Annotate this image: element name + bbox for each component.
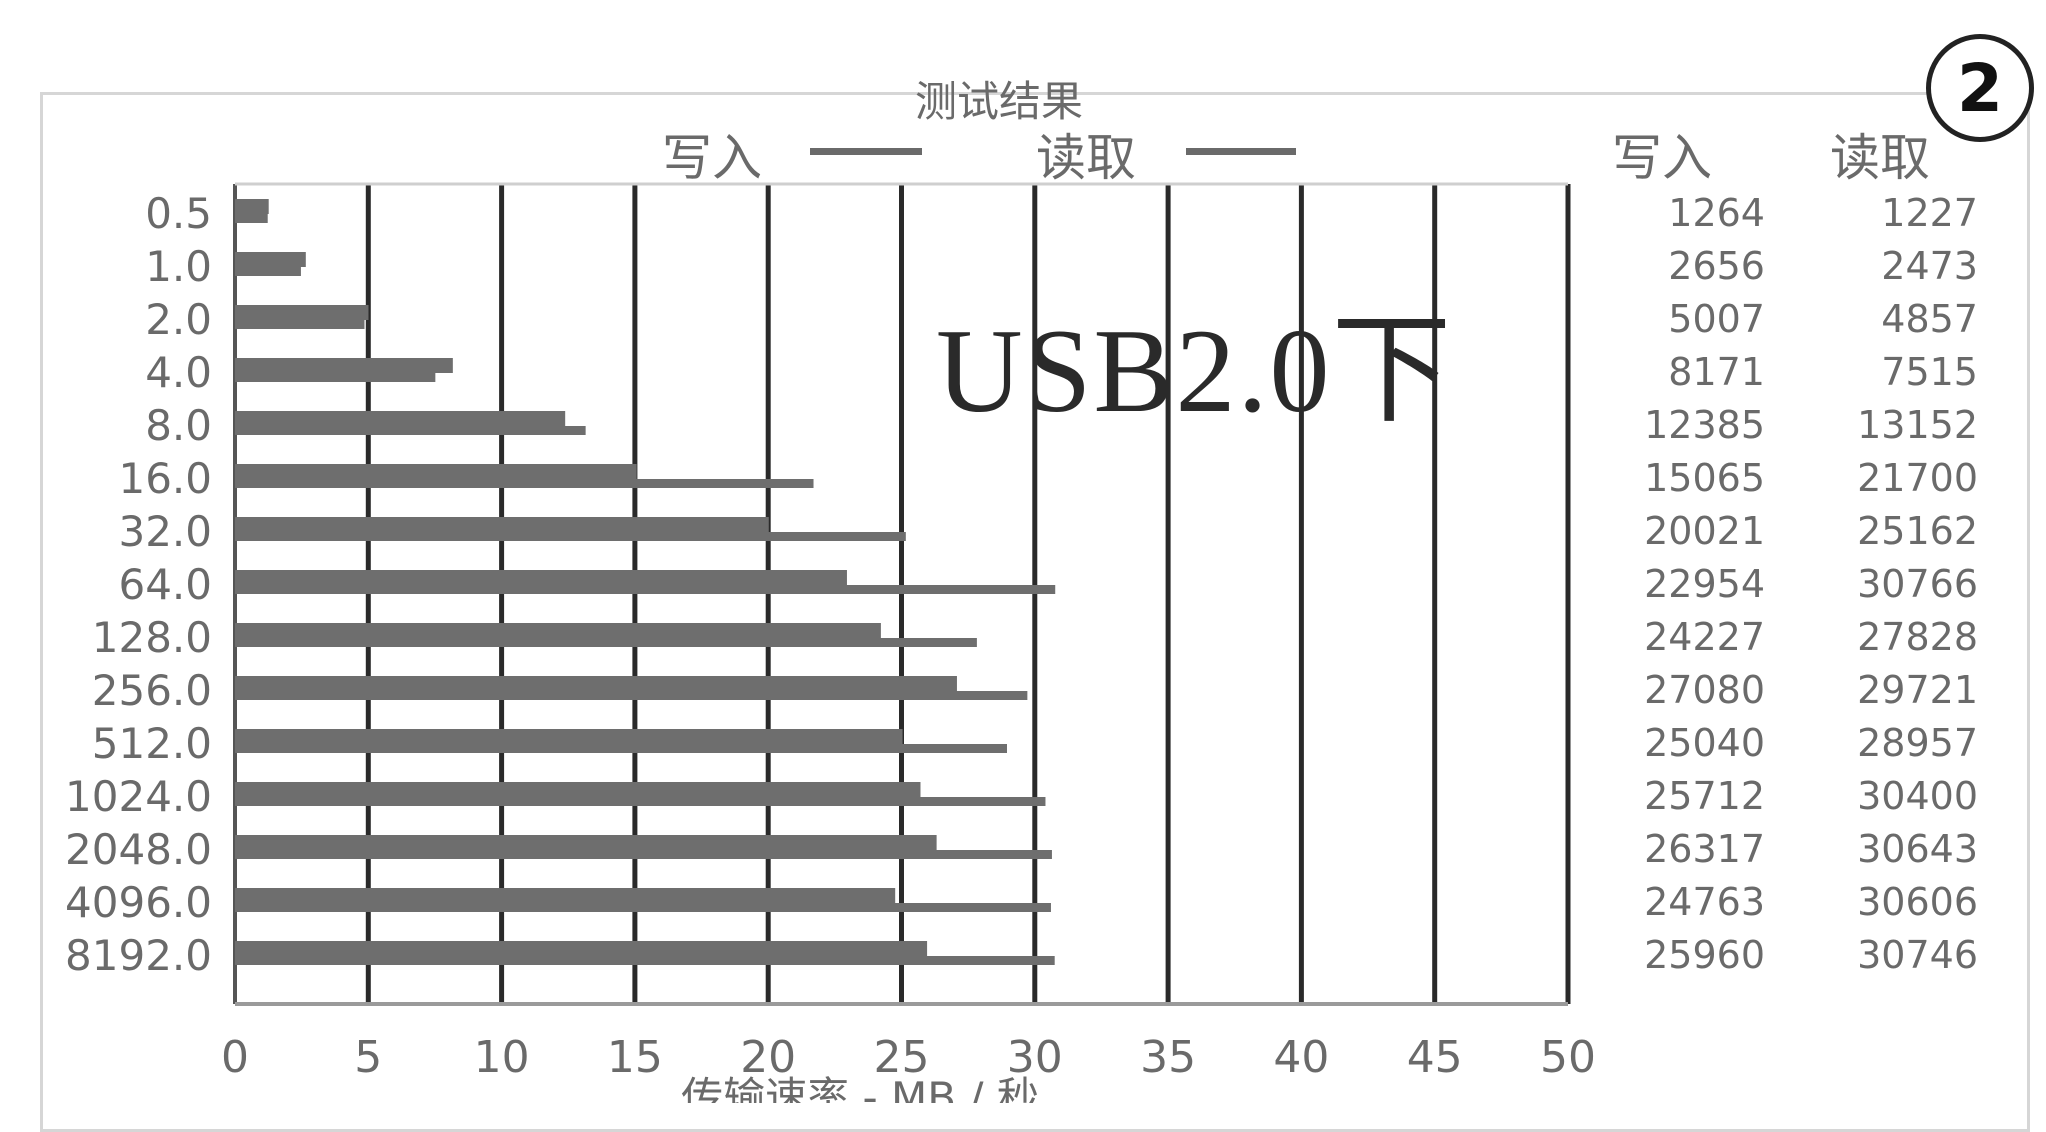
y-tick-label: 1.0 (145, 242, 212, 291)
y-tick-label: 8.0 (145, 401, 212, 450)
y-tick-label: 1024.0 (65, 772, 212, 821)
x-tick-label: 30 (1007, 1032, 1063, 1083)
usb-annotation: USB2.0下 (936, 304, 1454, 437)
x-tick-label: 35 (1140, 1032, 1196, 1083)
bar-read (235, 585, 1056, 594)
bar-read (235, 426, 586, 435)
y-tick-label: 64.0 (118, 560, 212, 609)
bar-read (235, 691, 1028, 700)
table-write-value: 15065 (1644, 456, 1765, 500)
table-read-value: 13152 (1857, 403, 1978, 447)
legend-read-label: 读取 (1036, 129, 1136, 187)
table-write-value: 1264 (1668, 191, 1765, 235)
bar-read (235, 638, 977, 647)
table-write-value: 25040 (1644, 721, 1765, 765)
y-tick-label: 256.0 (92, 666, 212, 715)
table-read-value: 30643 (1857, 827, 1978, 871)
y-tick-label: 0.5 (145, 189, 212, 238)
bar-read (235, 744, 1007, 753)
bar-chart: 0 5 10 15 20 25 30 35 40 45 50 传输速率 - MB / 秒 0.5 1264… (65, 182, 1978, 1103)
bar-read (235, 373, 436, 382)
table-header-write: 写入 (1612, 129, 1712, 187)
x-tick-label: 40 (1273, 1032, 1329, 1083)
y-tick-label: 8192.0 (65, 931, 212, 980)
table-write-value: 25712 (1644, 774, 1765, 818)
table-write-value: 25960 (1644, 933, 1765, 977)
bar-write (235, 729, 903, 744)
table-write-value: 8171 (1668, 350, 1765, 394)
y-tick-label: 4096.0 (65, 878, 212, 927)
bar-read (235, 850, 1052, 859)
bar-write (235, 570, 847, 585)
bar-read (235, 267, 301, 276)
table-write-value: 20021 (1644, 509, 1765, 553)
table-write-value: 12385 (1644, 403, 1765, 447)
legend-write-line (810, 148, 922, 155)
table-read-value: 21700 (1857, 456, 1978, 500)
bar-read (235, 214, 268, 223)
table-write-value: 26317 (1644, 827, 1765, 871)
table-write-value: 2656 (1668, 244, 1765, 288)
bar-read (235, 956, 1055, 965)
x-tick-label: 0 (221, 1032, 249, 1083)
table-write-value: 24227 (1644, 615, 1765, 659)
x-tick-label: 25 (874, 1032, 930, 1083)
bar-write (235, 676, 957, 691)
bar-write (235, 835, 937, 850)
table-write-value: 27080 (1644, 668, 1765, 712)
table-read-value: 7515 (1881, 350, 1978, 394)
table-read-value: 1227 (1881, 191, 1978, 235)
x-axis-label: 传输速率 - MB / 秒 (681, 1073, 1039, 1103)
table-write-value: 22954 (1644, 562, 1765, 606)
table-header-read: 读取 (1830, 129, 1930, 187)
bar-write (235, 941, 928, 956)
table-read-value: 27828 (1857, 615, 1978, 659)
table-write-value: 5007 (1668, 297, 1765, 341)
bar-write (235, 517, 769, 532)
bar-read (235, 479, 814, 488)
figure-number-badge: 2 (1926, 34, 2034, 142)
bar-write (235, 782, 921, 797)
table-read-value: 25162 (1857, 509, 1978, 553)
x-tick-label: 50 (1540, 1032, 1596, 1083)
bar-write (235, 358, 453, 373)
bar-write (235, 411, 566, 426)
legend-write-label: 写入 (662, 129, 762, 187)
x-tick-label: 10 (474, 1032, 530, 1083)
y-tick-label: 4.0 (145, 348, 212, 397)
bar-read (235, 903, 1051, 912)
y-tick-label: 2048.0 (65, 825, 212, 874)
bar-read (235, 797, 1046, 806)
x-tick-label: 20 (740, 1032, 796, 1083)
bar-write (235, 199, 269, 214)
table-read-value: 30606 (1857, 880, 1978, 924)
table-read-value: 29721 (1857, 668, 1978, 712)
table-write-value: 24763 (1644, 880, 1765, 924)
bar-read (235, 532, 906, 541)
bar-write (235, 888, 896, 903)
x-tick-label: 15 (607, 1032, 663, 1083)
legend-read-line (1186, 148, 1296, 155)
table-read-value: 30746 (1857, 933, 1978, 977)
bar-write (235, 464, 637, 479)
bar-write (235, 623, 881, 638)
bar-read (235, 320, 365, 329)
table-read-value: 4857 (1881, 297, 1978, 341)
bar-write (235, 305, 369, 320)
y-tick-label: 512.0 (92, 719, 212, 768)
y-tick-label: 128.0 (92, 613, 212, 662)
table-read-value: 30766 (1857, 562, 1978, 606)
x-tick-label: 45 (1407, 1032, 1463, 1083)
chart-title: 测试结果 (915, 77, 1084, 126)
y-tick-label: 32.0 (118, 507, 212, 556)
table-read-value: 28957 (1857, 721, 1978, 765)
x-tick-label: 5 (354, 1032, 382, 1083)
y-tick-label: 16.0 (118, 454, 212, 503)
y-tick-label: 2.0 (145, 295, 212, 344)
bar-write (235, 252, 306, 267)
table-read-value: 30400 (1857, 774, 1978, 818)
table-read-value: 2473 (1881, 244, 1978, 288)
